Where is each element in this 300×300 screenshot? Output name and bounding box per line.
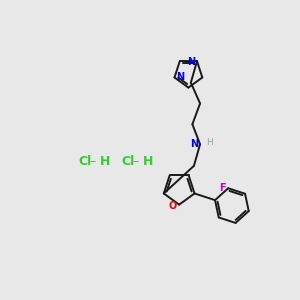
Text: N: N — [187, 57, 196, 67]
Text: Cl: Cl — [78, 155, 92, 168]
Text: N: N — [176, 72, 184, 82]
Text: N: N — [190, 139, 198, 149]
Text: O: O — [169, 201, 177, 211]
Text: H: H — [100, 155, 110, 168]
Text: F: F — [219, 183, 226, 193]
Text: Cl: Cl — [122, 155, 135, 168]
Text: –: – — [132, 155, 138, 168]
Text: H: H — [206, 138, 213, 147]
Text: H: H — [143, 155, 153, 168]
Text: –: – — [89, 155, 95, 168]
